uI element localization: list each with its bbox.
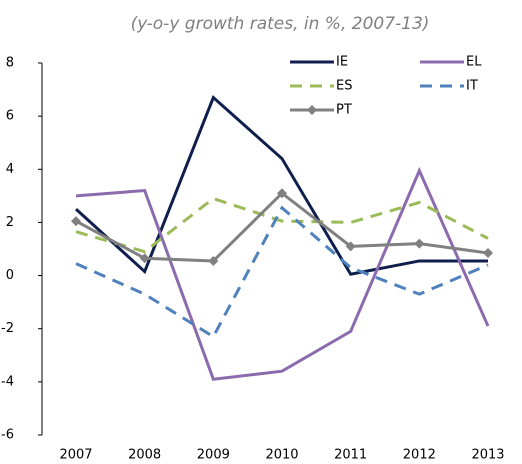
x-tick-label: 2013 (471, 448, 504, 463)
x-tick-label: 2008 (128, 448, 161, 463)
series-line (75, 196, 489, 254)
point-marker (345, 241, 356, 252)
y-tick-label: -2 (1, 321, 14, 336)
point-marker (139, 253, 150, 264)
series-line (75, 166, 490, 381)
y-tick-label: -6 (1, 428, 14, 443)
y-tick-label: 4 (6, 162, 14, 177)
series-line (74, 94, 488, 276)
y-tick-label: 2 (6, 215, 14, 230)
series-line (75, 205, 489, 339)
x-tick-label: 2011 (334, 448, 367, 463)
legend-label: IE (336, 55, 348, 70)
point-marker (483, 247, 493, 258)
chart-title: (y-o-y growth rates, in %, 2007-13) (131, 14, 430, 34)
y-tick-label: 6 (6, 109, 14, 124)
legend-label: IT (466, 79, 478, 94)
x-tick-label: 2010 (265, 448, 298, 463)
legend-label: EL (466, 55, 482, 70)
point-marker (71, 216, 81, 227)
point-marker (277, 188, 287, 199)
y-tick-label: 8 (6, 56, 14, 71)
x-tick-label: 2009 (197, 448, 230, 463)
legend-marker (307, 105, 317, 115)
y-tick-label: 0 (6, 268, 14, 283)
y-tick-label: -4 (1, 374, 14, 389)
point-marker (414, 238, 425, 249)
x-tick-label: 2012 (403, 448, 436, 463)
legend-label: ES (336, 79, 352, 94)
legend-label: PT (336, 103, 352, 118)
point-marker (208, 255, 219, 266)
x-tick-label: 2007 (59, 448, 92, 463)
